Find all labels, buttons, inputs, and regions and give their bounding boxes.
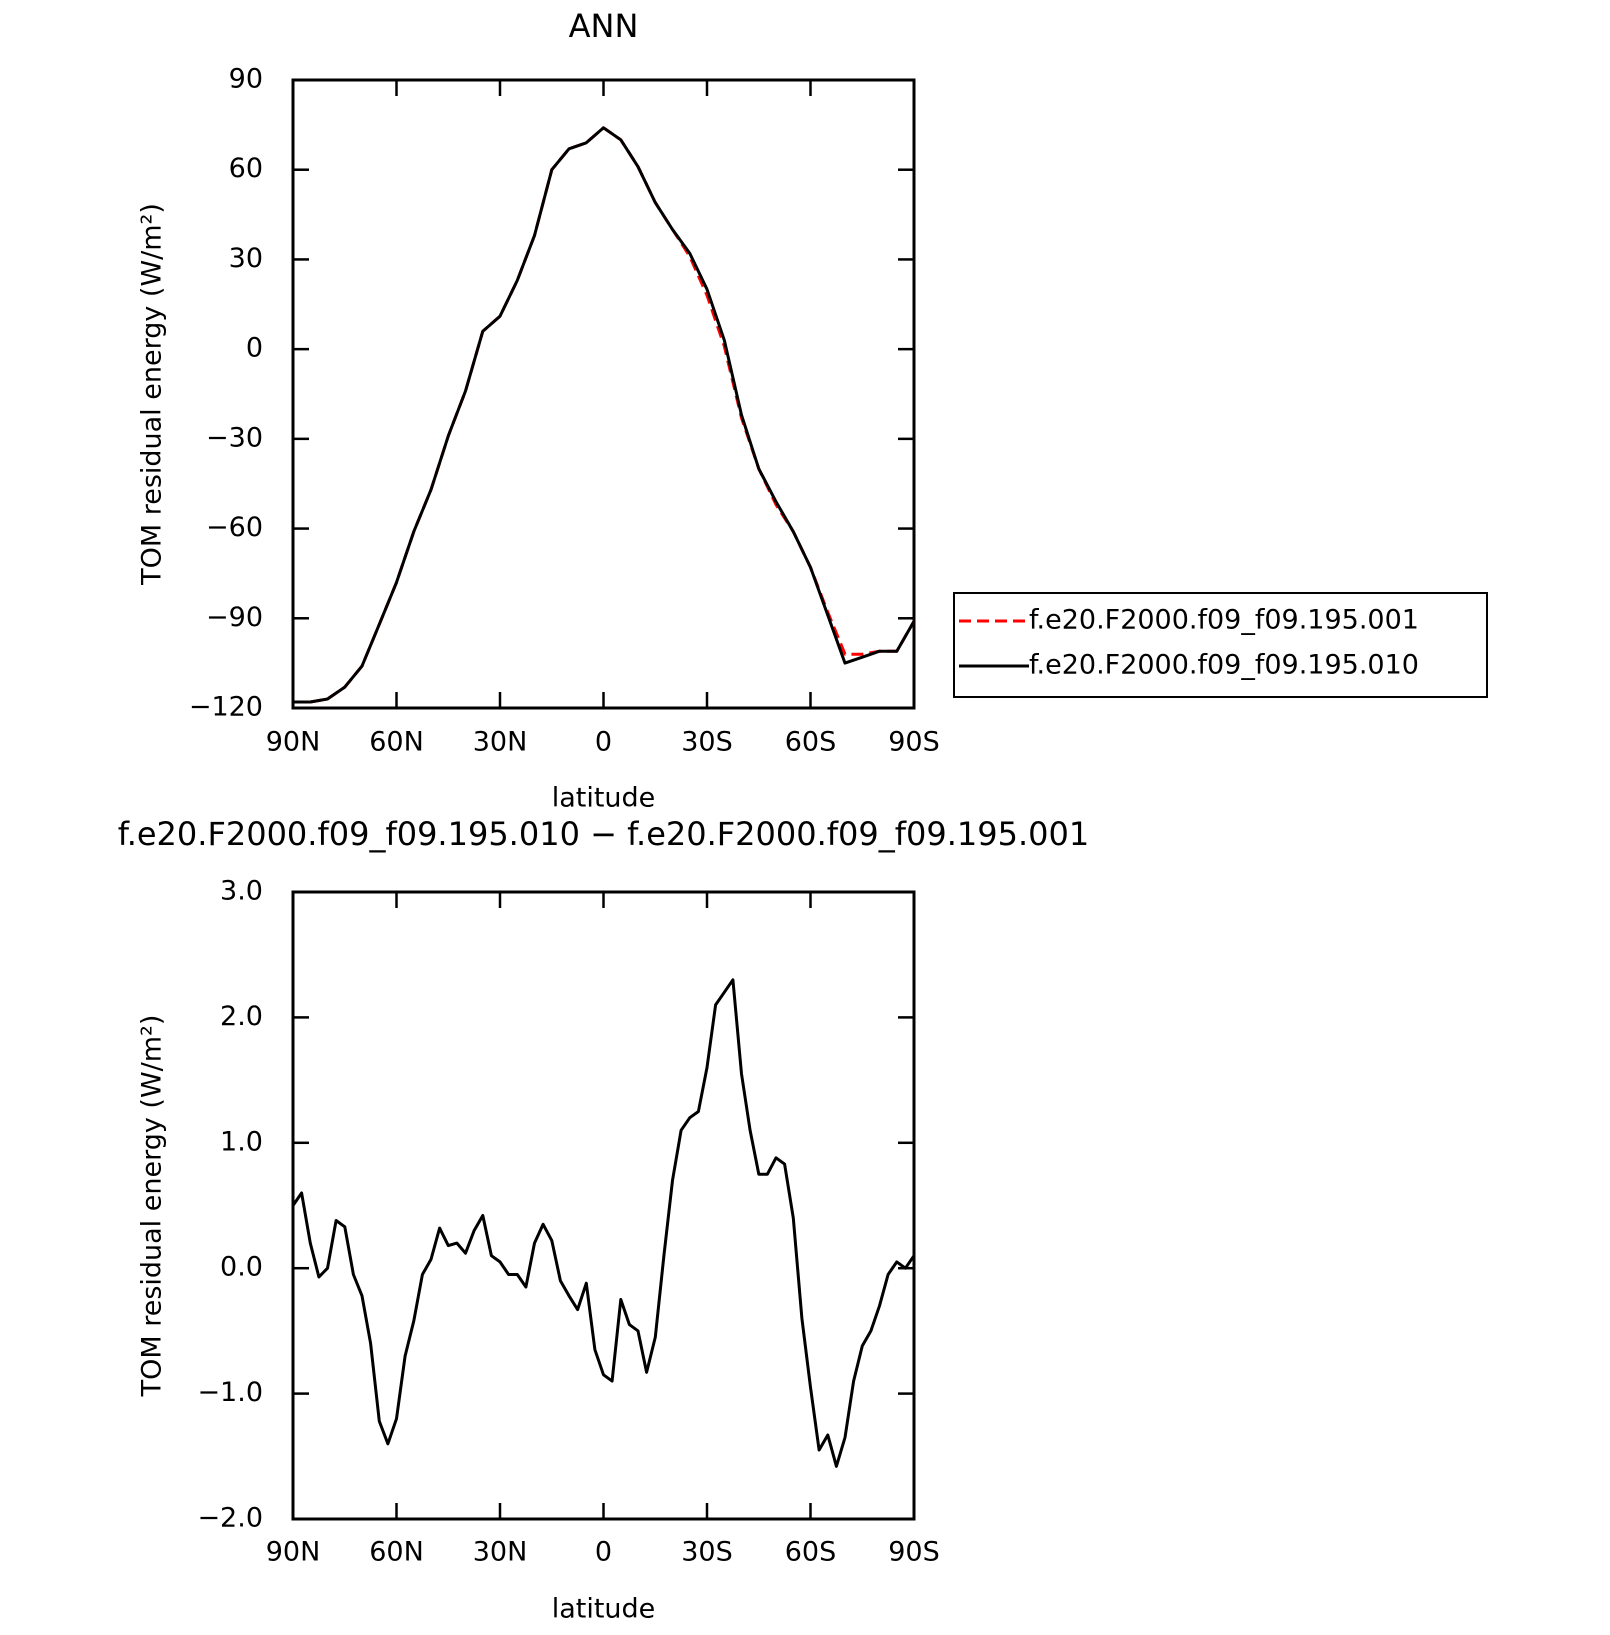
x-tick-label: 90N	[266, 727, 321, 758]
y-tick-label: 60	[229, 153, 263, 184]
x-tick-label: 30S	[681, 727, 733, 758]
y-tick-label: −1.0	[197, 1377, 263, 1408]
x-tick-label: 90S	[888, 1537, 940, 1568]
x-tick-label: 90S	[888, 727, 940, 758]
x-tick-label: 90N	[266, 1537, 321, 1568]
plot-frame	[291, 78, 916, 710]
x-tick-label: 30N	[473, 727, 528, 758]
chart-title: ANN	[569, 7, 639, 45]
x-tick-label: 0	[595, 1537, 612, 1568]
y-axis-label: TOM residual energy (W/m²)	[137, 1015, 168, 1398]
y-tick-label: 90	[229, 64, 263, 95]
plot-frame	[291, 890, 916, 1521]
x-tick-label: 60N	[369, 1537, 424, 1568]
y-axis-label: TOM residual energy (W/m²)	[137, 203, 168, 586]
y-tick-label: 2.0	[220, 1001, 263, 1032]
data-line	[293, 126, 916, 704]
x-tick-label: 30N	[473, 1537, 528, 1568]
y-tick-label: 30	[229, 243, 263, 274]
chart-title: f.e20.F2000.f09_f09.195.010 − f.e20.F200…	[118, 815, 1090, 853]
y-tick-label: −90	[206, 602, 263, 633]
data-line	[293, 126, 916, 704]
y-tick-label: −120	[189, 692, 263, 723]
x-tick-label: 30S	[681, 1537, 733, 1568]
x-tick-label: 60N	[369, 727, 424, 758]
x-tick-label: 0	[595, 727, 612, 758]
legend-label: f.e20.F2000.f09_f09.195.010	[1029, 650, 1419, 681]
x-tick-label: 60S	[785, 1537, 837, 1568]
y-tick-label: 3.0	[220, 876, 263, 907]
x-tick-label: 60S	[785, 727, 837, 758]
legend-label: f.e20.F2000.f09_f09.195.001	[1029, 605, 1419, 636]
data-line	[291, 978, 916, 1468]
y-tick-label: −30	[206, 422, 263, 453]
x-axis-label: latitude	[552, 783, 656, 814]
y-tick-label: 0	[246, 333, 263, 364]
y-tick-label: −2.0	[197, 1503, 263, 1534]
x-axis-label: latitude	[552, 1594, 656, 1625]
legend-box	[953, 592, 1488, 698]
y-tick-label: −60	[206, 512, 263, 543]
y-tick-label: 1.0	[220, 1126, 263, 1157]
y-tick-label: 0.0	[220, 1252, 263, 1283]
